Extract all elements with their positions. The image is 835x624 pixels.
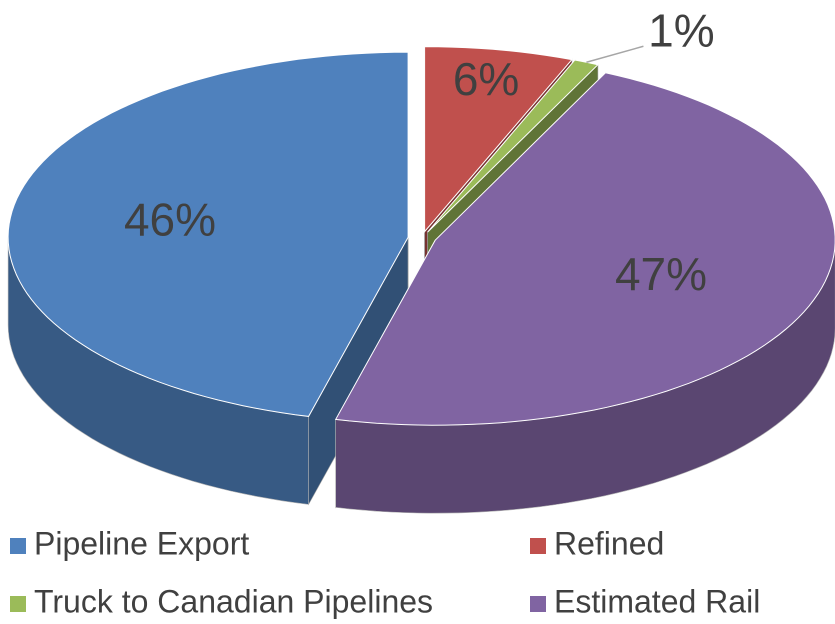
legend-swatch	[530, 538, 546, 554]
legend-swatch	[10, 596, 26, 612]
data-label: 46%	[124, 193, 216, 245]
legend-label: Refined	[554, 525, 664, 561]
legend-swatch	[530, 596, 546, 612]
slice	[427, 59, 599, 233]
leader-line	[586, 45, 644, 63]
slice	[424, 46, 573, 233]
data-label: 1%	[648, 4, 714, 56]
legend: Pipeline Export Refined Truck to Canadian …	[10, 525, 760, 619]
data-label: 47%	[615, 248, 707, 300]
legend-label: Truck to Canadian Pipelines	[34, 583, 433, 619]
legend-swatch	[10, 538, 26, 554]
legend-label: Pipeline Export	[34, 525, 249, 561]
slice	[334, 72, 835, 426]
slice	[7, 51, 409, 417]
slice-tops	[7, 46, 835, 426]
data-labels: 46% 6% 1% 47%	[124, 4, 715, 300]
data-label: 6%	[453, 53, 519, 105]
legend-label: Estimated Rail	[554, 583, 760, 619]
